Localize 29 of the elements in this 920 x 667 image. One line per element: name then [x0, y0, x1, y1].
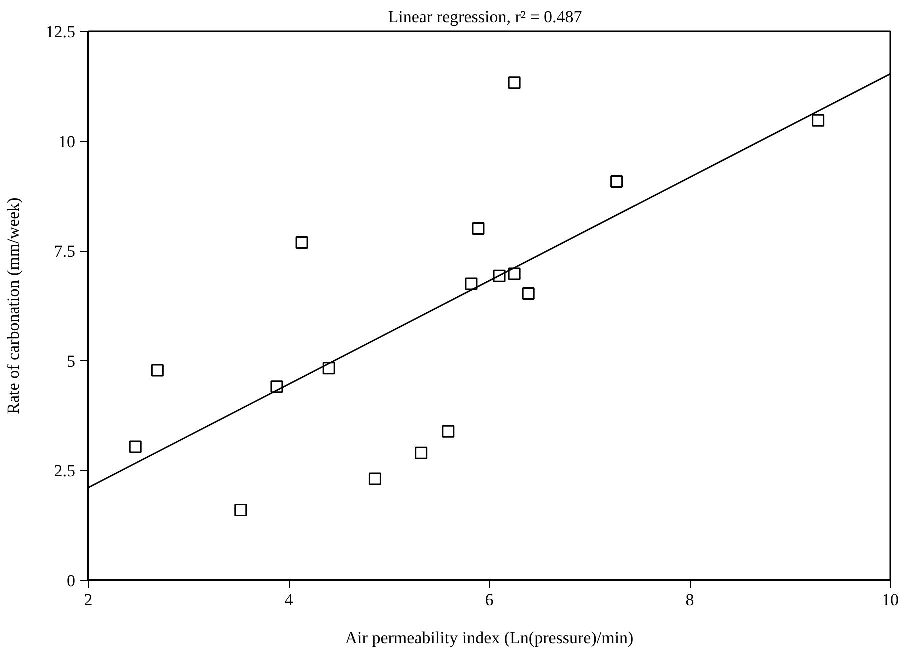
- y-tick-label: 5: [67, 352, 76, 371]
- point: [442, 425, 455, 438]
- y-tick-label: 7.5: [54, 242, 76, 262]
- point: [508, 268, 521, 280]
- y-tick-label: 10: [58, 132, 76, 152]
- y-tick-label: 2.5: [54, 462, 76, 481]
- point: [508, 76, 521, 90]
- point: [465, 278, 478, 290]
- x-tick-label: 10: [882, 590, 899, 610]
- chart-title: Linear regression, r² = 0.487: [388, 8, 583, 26]
- point: [610, 175, 624, 188]
- x-tick-label: 8: [686, 590, 694, 610]
- point: [812, 114, 825, 127]
- point: [234, 504, 248, 516]
- x-axis-title: Air permeability index (Ln(pressure)/min): [345, 628, 634, 648]
- point: [129, 440, 142, 454]
- point: [368, 472, 382, 486]
- point: [472, 222, 485, 235]
- x-tick-label: 4: [284, 590, 294, 610]
- x-tick-label: 2: [84, 590, 93, 610]
- point: [415, 446, 428, 460]
- y-axis-title: Rate of carbonation (mm/week): [4, 198, 23, 414]
- point: [151, 364, 164, 377]
- x-tick-label: 6: [485, 590, 494, 610]
- point: [522, 287, 535, 300]
- y-tick-label: 0: [67, 572, 76, 590]
- point: [322, 362, 336, 375]
- y-tick-label: 12.5: [46, 22, 76, 42]
- point: [296, 236, 308, 250]
